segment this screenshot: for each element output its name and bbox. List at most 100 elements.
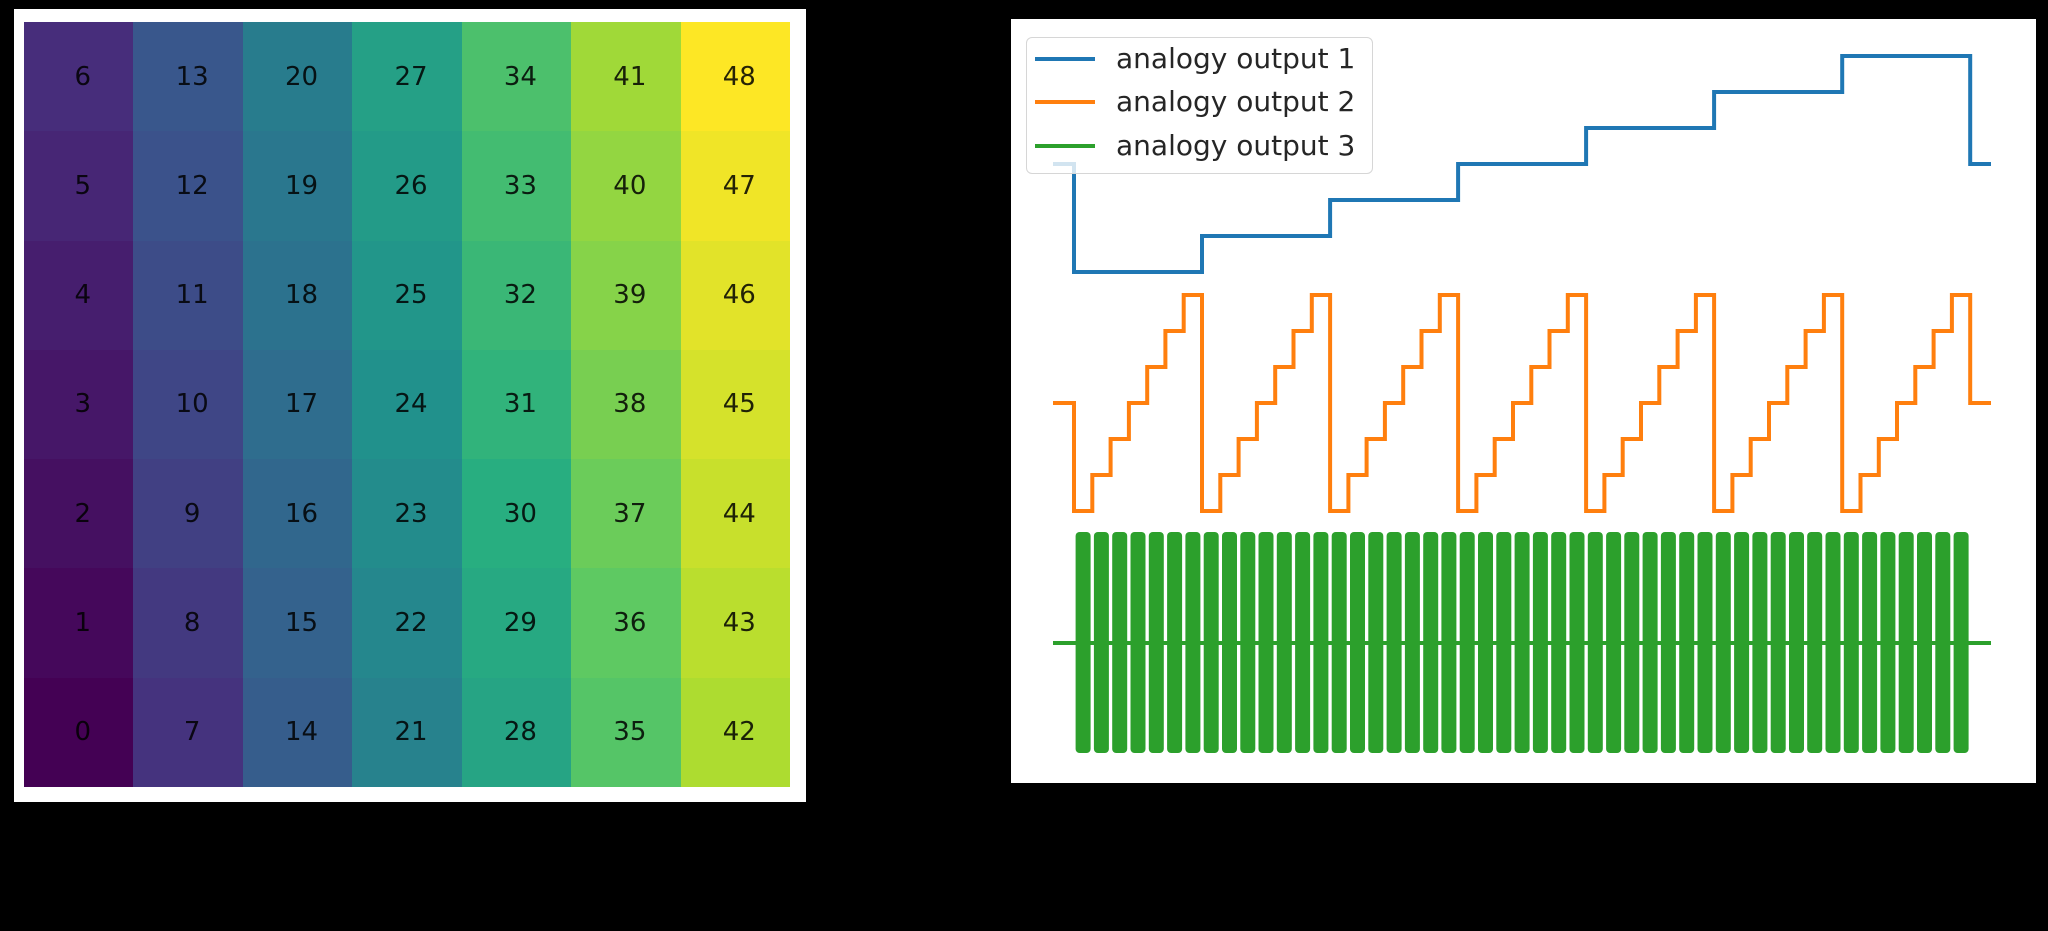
heatmap-cell-value: 42 bbox=[722, 717, 756, 748]
output-3-oscillation-burst bbox=[1148, 532, 1164, 753]
heatmap-cell-value: 3 bbox=[74, 389, 91, 420]
output-3-oscillation-burst bbox=[1258, 532, 1274, 753]
heatmap-cell-value: 33 bbox=[503, 170, 537, 201]
heatmap-cell: 11 bbox=[133, 240, 243, 350]
output-3-oscillation-burst bbox=[1075, 532, 1091, 753]
output-3-oscillation-burst bbox=[1807, 532, 1823, 753]
output-3-oscillation-burst bbox=[1185, 532, 1201, 753]
output-3-oscillation-burst bbox=[1093, 532, 1109, 753]
heatmap-cell-value: 27 bbox=[394, 61, 428, 92]
output-3-oscillation-burst bbox=[1368, 532, 1384, 753]
output-3-oscillation-burst bbox=[1660, 532, 1676, 753]
output-3-oscillation-burst bbox=[1715, 532, 1731, 753]
heatmap-cell: 4 bbox=[24, 240, 134, 350]
output-3-oscillation-burst bbox=[1917, 532, 1932, 753]
heatmap-cell-value: 39 bbox=[613, 280, 647, 311]
output-3-oscillation-burst bbox=[1825, 532, 1841, 753]
heatmap-cell-value: 41 bbox=[613, 61, 647, 92]
heatmap-cell-value: 17 bbox=[285, 389, 319, 420]
output-3-oscillation-burst bbox=[1514, 532, 1530, 753]
output-3-oscillation-burst bbox=[1697, 532, 1713, 753]
heatmap-cell-value: 23 bbox=[394, 498, 428, 529]
heatmap-cell: 39 bbox=[571, 240, 681, 350]
heatmap-cell: 8 bbox=[133, 568, 243, 678]
heatmap-cell: 42 bbox=[680, 677, 790, 787]
output-3-oscillation-burst bbox=[1642, 532, 1658, 753]
heatmap-cell-value: 21 bbox=[394, 717, 428, 748]
legend-label: analogy output 3 bbox=[1116, 129, 1356, 162]
heatmap-cell-value: 22 bbox=[394, 608, 428, 639]
heatmap-cell-value: 48 bbox=[722, 61, 756, 92]
heatmap-cell: 47 bbox=[680, 131, 790, 241]
heatmap-cell-value: 20 bbox=[285, 61, 319, 92]
heatmap-cell: 43 bbox=[680, 568, 790, 678]
heatmap-cell: 34 bbox=[461, 22, 572, 132]
output-3-oscillation-burst bbox=[1551, 532, 1567, 753]
heatmap-cell-value: 45 bbox=[722, 389, 756, 420]
output-3-oscillation-burst bbox=[1789, 532, 1804, 753]
output-3-oscillation-burst bbox=[1606, 532, 1622, 753]
output-3-oscillation-burst bbox=[1862, 532, 1878, 753]
heatmap-cell: 28 bbox=[461, 677, 572, 787]
heatmap-cell: 40 bbox=[571, 131, 681, 241]
heatmap-cell: 31 bbox=[461, 349, 572, 460]
heatmap-cell-value: 7 bbox=[183, 717, 201, 748]
heatmap-cell: 38 bbox=[571, 349, 681, 460]
heatmap-cell: 23 bbox=[352, 459, 462, 569]
output-3-oscillation-burst bbox=[1770, 532, 1786, 753]
heatmap-cell-value: 26 bbox=[394, 170, 428, 201]
legend-label: analogy output 2 bbox=[1116, 85, 1356, 118]
output-3-oscillation-burst bbox=[1331, 532, 1347, 753]
heatmap-cell: 21 bbox=[352, 677, 462, 787]
output-3-oscillation-burst bbox=[1496, 532, 1512, 753]
output-3-oscillation-burst bbox=[1295, 532, 1311, 753]
legend-line-orange-icon bbox=[1035, 100, 1095, 104]
output-3-oscillation-burst bbox=[1203, 532, 1219, 753]
heatmap-cell-value: 30 bbox=[503, 498, 537, 529]
heatmap-cell-value: 6 bbox=[74, 61, 91, 92]
output-3-oscillation-burst bbox=[1350, 532, 1365, 753]
heatmap-cell: 5 bbox=[24, 131, 134, 241]
output-3-oscillation-burst bbox=[1459, 532, 1475, 753]
heatmap-cell: 16 bbox=[242, 459, 353, 569]
legend-line-blue-icon bbox=[1035, 57, 1095, 61]
output-3-oscillation-burst bbox=[1313, 532, 1329, 753]
heatmap-cell: 46 bbox=[680, 240, 790, 350]
heatmap-cell-value: 14 bbox=[285, 717, 319, 748]
heatmap-cell: 32 bbox=[461, 240, 572, 350]
heatmap-cell: 15 bbox=[242, 568, 353, 678]
heatmap-cell-value: 0 bbox=[74, 717, 91, 748]
heatmap-cell: 17 bbox=[242, 349, 353, 460]
heatmap-cell-value: 44 bbox=[722, 498, 756, 529]
heatmap-cell: 24 bbox=[352, 349, 462, 460]
heatmap-cell-value: 38 bbox=[613, 389, 647, 420]
heatmap-cell-value: 36 bbox=[613, 608, 647, 639]
output-3-oscillation-burst bbox=[1276, 532, 1292, 753]
heatmap-cell-value: 1 bbox=[74, 608, 91, 639]
heatmap-cell: 44 bbox=[680, 459, 790, 569]
heatmap-cell-value: 40 bbox=[613, 170, 647, 201]
heatmap-cell: 19 bbox=[242, 131, 353, 241]
heatmap-cell: 9 bbox=[133, 459, 243, 569]
line-chart-figure: analogy output 1 analogy output 2 analog… bbox=[1011, 19, 2036, 783]
output-3-oscillation-burst bbox=[1478, 532, 1493, 753]
heatmap-cell-value: 34 bbox=[503, 61, 537, 92]
heatmap-cell: 30 bbox=[461, 459, 572, 569]
heatmap-cell: 22 bbox=[352, 568, 462, 678]
output-3-oscillation-burst bbox=[1404, 532, 1420, 753]
output-3-oscillation-burst bbox=[1624, 532, 1640, 753]
heatmap-cell-value: 31 bbox=[503, 389, 537, 420]
heatmap-cell-value: 24 bbox=[394, 389, 428, 420]
output-3-oscillation-burst bbox=[1112, 532, 1128, 753]
output-3-oscillation-burst bbox=[1935, 532, 1951, 753]
heatmap-cell-value: 28 bbox=[503, 717, 537, 748]
heatmap-cell-value: 11 bbox=[175, 280, 209, 311]
output-3-oscillation-burst bbox=[1679, 532, 1695, 753]
heatmap-cell-value: 29 bbox=[503, 608, 537, 639]
heatmap-cell-value: 25 bbox=[394, 280, 428, 311]
heatmap-cell-value: 8 bbox=[183, 608, 201, 639]
output-3-oscillation-burst bbox=[1532, 532, 1548, 753]
output-3-oscillation-burst bbox=[1587, 532, 1603, 753]
heatmap-cell-value: 35 bbox=[613, 717, 647, 748]
heatmap-cell: 35 bbox=[571, 677, 681, 787]
